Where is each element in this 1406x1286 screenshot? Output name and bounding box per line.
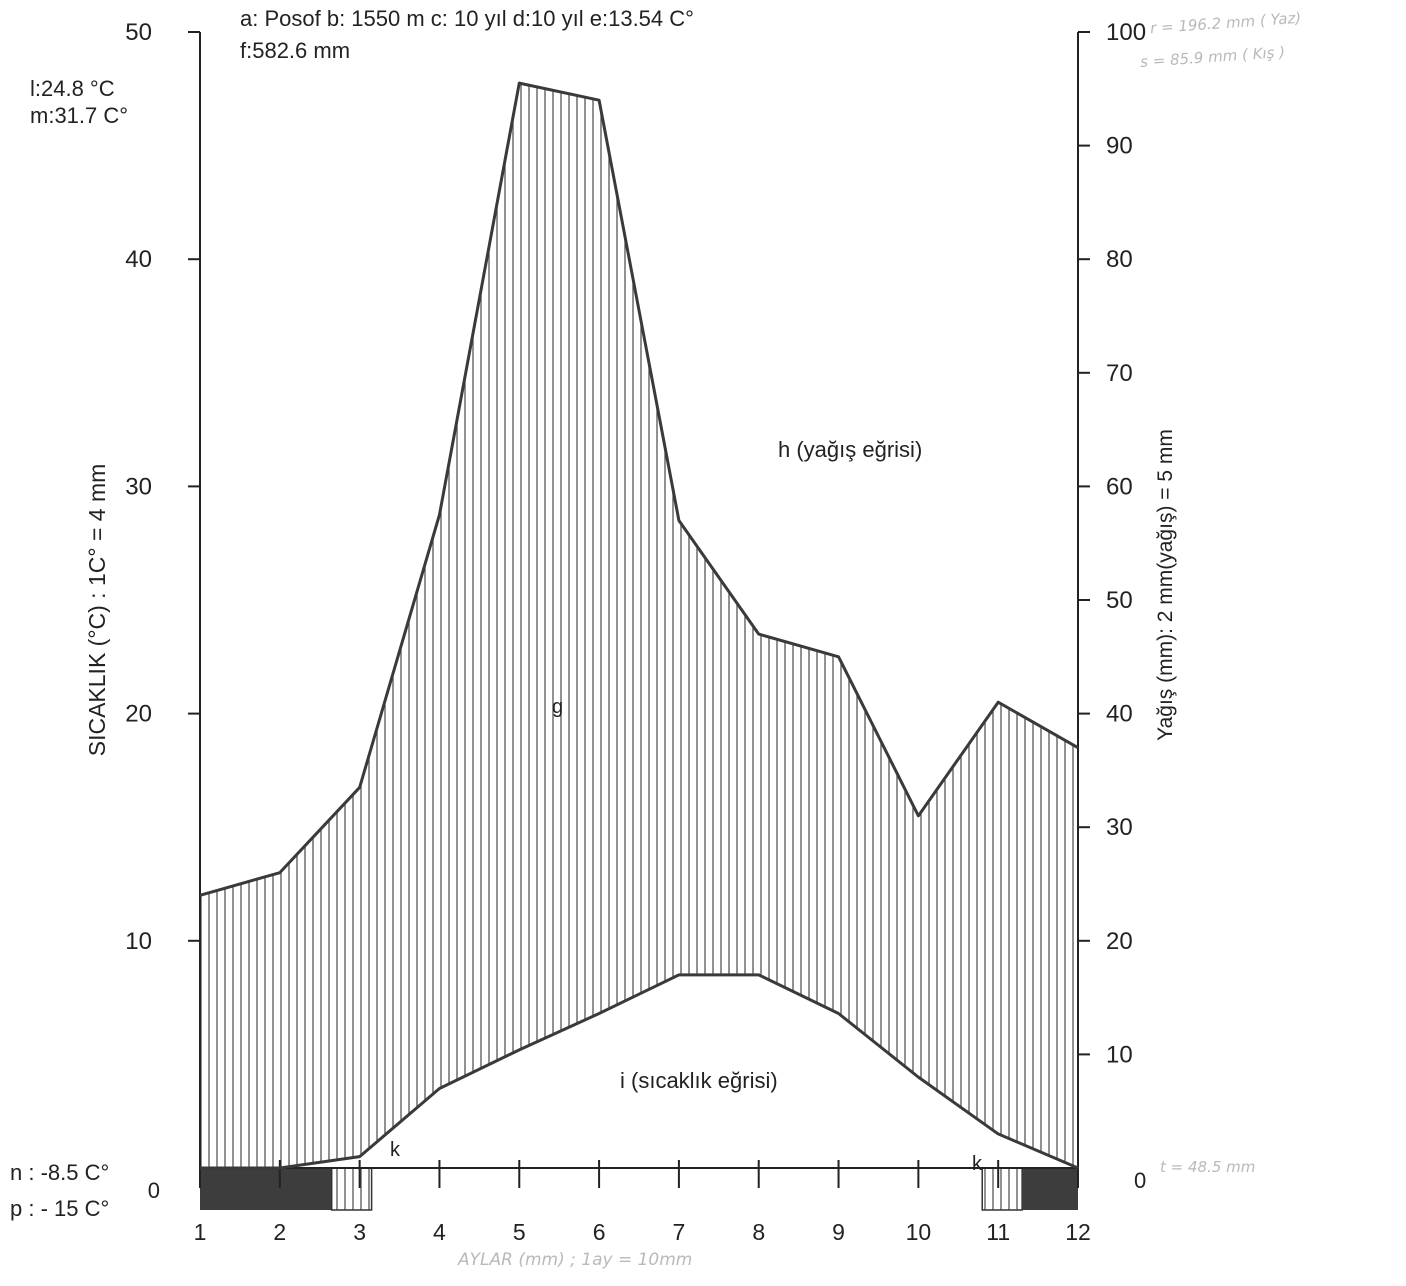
right-tick-label-70: 70 xyxy=(1106,360,1133,387)
left-tick-label-50: 50 xyxy=(125,19,152,46)
right-tick-label-60: 60 xyxy=(1106,473,1133,500)
handwritten-t: t = 48.5 mm xyxy=(1160,1158,1256,1176)
right-tick-label-30: 30 xyxy=(1106,814,1133,841)
right-axis-title: Yağış (mm): 2 mm(yağış) = 5 mm xyxy=(1154,429,1177,741)
note-p: p : - 15 C° xyxy=(10,1196,110,1221)
frost-band-dark-3 xyxy=(1022,1168,1078,1210)
handwritten-xlabel: AYLAR (mm) ; 1ay = 10mm xyxy=(458,1250,693,1270)
region-label-k-left: k xyxy=(390,1139,401,1161)
note-n: n : -8.5 C° xyxy=(10,1160,110,1185)
x-tick-label-5: 5 xyxy=(513,1219,526,1245)
header-line-2: f:582.6 mm xyxy=(240,38,351,63)
region-label-k-right: k xyxy=(972,1153,983,1175)
x-tick-label-4: 4 xyxy=(433,1219,446,1245)
left-tick-label-0: 0 xyxy=(148,1178,160,1203)
left-tick-label-30: 30 xyxy=(125,473,152,500)
region-label-g: g xyxy=(552,696,563,718)
left-tick-label-20: 20 xyxy=(125,701,152,728)
x-tick-label-10: 10 xyxy=(906,1219,932,1245)
precipitation-line xyxy=(199,81,1079,897)
note-l: l:24.8 °C xyxy=(30,76,115,101)
precipitation-series-label: h (yağış eğrisi) xyxy=(778,437,922,462)
temperature-line xyxy=(200,973,1079,1170)
right-tick-label-50: 50 xyxy=(1106,587,1133,614)
x-tick-label-12: 12 xyxy=(1065,1219,1091,1245)
frost-band-hatched-1 xyxy=(330,1167,373,1211)
frost-band-dark-0 xyxy=(200,1168,332,1210)
temperature-series-label: i (sıcaklık eğrisi) xyxy=(620,1068,778,1093)
x-tick-label-3: 3 xyxy=(353,1219,366,1245)
right-tick-label-20: 20 xyxy=(1106,928,1133,955)
frost-band-hatched-2 xyxy=(981,1167,1023,1211)
left-axis-title: SICAKLIK (°C) : 1C° = 4 mm xyxy=(84,464,110,757)
x-tick-label-6: 6 xyxy=(593,1219,606,1245)
right-tick-label-10: 10 xyxy=(1106,1041,1133,1068)
x-tick-label-8: 8 xyxy=(752,1219,765,1245)
x-tick-label-9: 9 xyxy=(832,1219,845,1245)
note-m: m:31.7 C° xyxy=(30,103,129,128)
right-tick-label-90: 90 xyxy=(1106,133,1133,160)
x-tick-label-2: 2 xyxy=(273,1219,286,1245)
right-tick-label-80: 80 xyxy=(1106,246,1133,273)
humid-period-area xyxy=(200,83,1078,1169)
x-tick-label-11: 11 xyxy=(986,1219,1010,1245)
x-tick-label-1: 1 xyxy=(194,1219,207,1245)
x-tick-label-7: 7 xyxy=(673,1219,686,1245)
left-tick-label-40: 40 xyxy=(125,246,152,273)
right-tick-label-100: 100 xyxy=(1106,19,1146,46)
right-tick-label-0: 0 xyxy=(1134,1168,1146,1193)
header-line-1: a: Posof b: 1550 m c: 10 yıl d:10 yıl e:… xyxy=(240,6,694,31)
right-tick-label-40: 40 xyxy=(1106,701,1133,728)
left-tick-label-10: 10 xyxy=(125,928,152,955)
